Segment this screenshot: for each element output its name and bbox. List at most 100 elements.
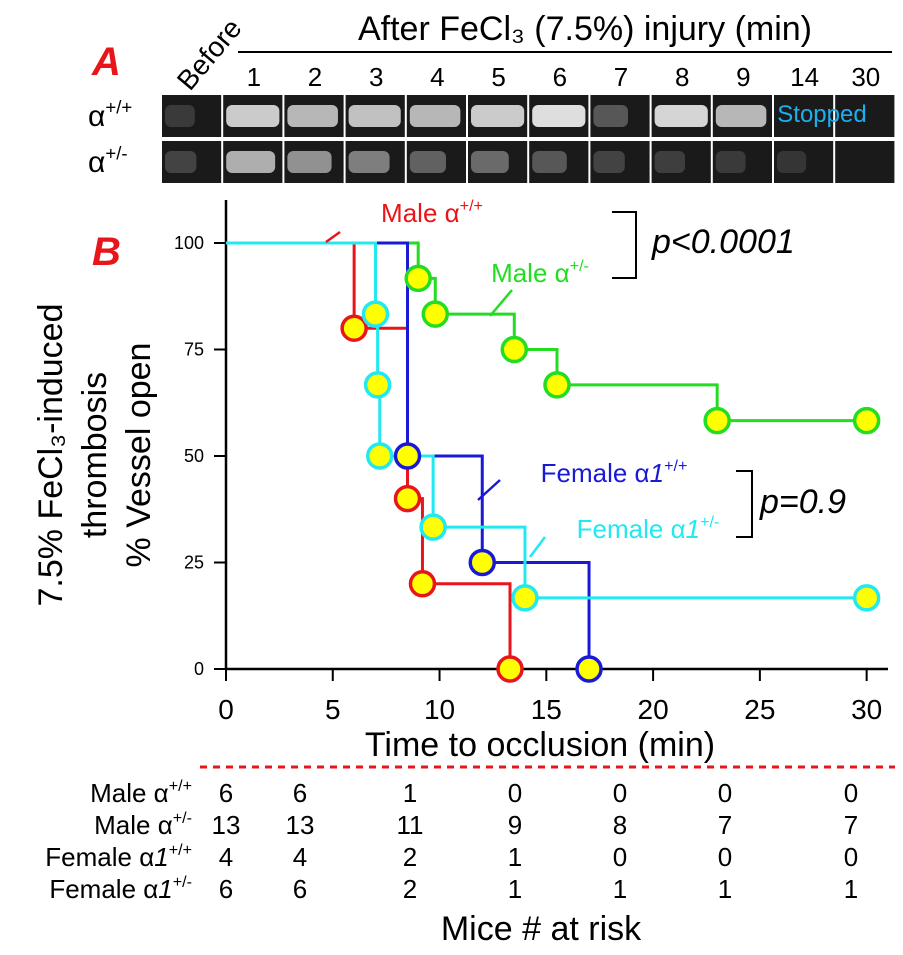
thrombus-signal xyxy=(471,151,509,173)
thrombus-signal xyxy=(654,151,686,173)
y-axis-title-line1: 7.5% FeCl₃-induced xyxy=(32,304,70,607)
time-label: 7 xyxy=(614,62,628,92)
risk-value: 1 xyxy=(403,778,417,808)
y-tick-label: 25 xyxy=(184,553,204,573)
risk-value: 1 xyxy=(613,874,627,904)
thrombus-signal xyxy=(471,105,525,127)
time-label: 1 xyxy=(247,62,261,92)
risk-value: 1 xyxy=(718,874,732,904)
data-point xyxy=(468,548,497,577)
data-point xyxy=(496,655,524,683)
series-label: Male α+/+ xyxy=(381,197,483,228)
series-label-leader xyxy=(325,230,341,244)
x-tick-label: 25 xyxy=(744,694,775,725)
risk-row-label: Male α+/- xyxy=(94,809,192,840)
data-point xyxy=(340,314,368,342)
data-point xyxy=(421,300,450,328)
before-label: Before xyxy=(171,13,248,96)
risk-value: 2 xyxy=(403,874,417,904)
y-axis-title-line2: thrombosis xyxy=(76,372,114,538)
y-tick-label: 50 xyxy=(184,446,204,466)
series-label-leader xyxy=(529,536,546,558)
risk-row-label: Female α1+/+ xyxy=(45,841,192,872)
pvalue-1: p<0.0001 xyxy=(651,223,795,261)
row-label: α+/- xyxy=(88,142,128,179)
data-point xyxy=(408,570,437,598)
risk-value: 6 xyxy=(293,778,307,808)
row-label: α+/+ xyxy=(88,96,132,133)
image-cell xyxy=(835,141,895,183)
time-label: 3 xyxy=(369,62,383,92)
thrombus-signal xyxy=(715,105,767,127)
x-tick-label: 30 xyxy=(851,694,882,725)
plot-axes: 0 25 50 75 100 0 5 10 15 20 25 30 xyxy=(174,200,888,725)
thrombus-signal xyxy=(165,105,195,127)
stopped-label: Stopped xyxy=(777,101,866,128)
pvalue-bracket-2 xyxy=(736,470,753,538)
x-axis-title: Time to occlusion (min) xyxy=(365,726,715,764)
panel-a-label: A xyxy=(91,40,121,84)
risk-value: 11 xyxy=(397,810,424,840)
risk-value: 7 xyxy=(844,810,858,840)
risk-value: 13 xyxy=(286,810,315,840)
risk-value: 8 xyxy=(613,810,627,840)
thrombus-signal xyxy=(593,105,628,127)
thrombus-signal xyxy=(532,151,567,173)
thrombus-signal xyxy=(226,105,280,127)
data-point xyxy=(852,406,881,435)
thrombus-signal xyxy=(348,151,390,173)
series-label-leader xyxy=(477,479,501,501)
data-point xyxy=(500,335,529,364)
data-point xyxy=(703,406,731,435)
image-cell xyxy=(835,95,895,137)
data-point xyxy=(363,371,392,399)
data-point xyxy=(419,513,447,541)
time-label: 30 xyxy=(851,62,880,92)
series-label-leader xyxy=(489,289,513,317)
data-point xyxy=(511,584,539,612)
risk-value: 0 xyxy=(844,842,858,872)
pvalue-bracket-1 xyxy=(612,211,637,279)
thrombus-signal xyxy=(165,151,197,173)
y-axis-title-line3: % Vessel open xyxy=(120,343,158,568)
series-lines xyxy=(226,241,867,669)
legend-labels: Male α+/+ Male α+/- Female α1+/+ Female α1+… xyxy=(325,197,720,558)
series-label: Female α1+/- xyxy=(577,513,720,544)
panel-a-header: After FeCl₃ (7.5%) injury (min) xyxy=(358,10,812,48)
data-point xyxy=(366,442,394,470)
risk-row-label: Male α+/+ xyxy=(90,777,192,808)
series-label: Female α1+/+ xyxy=(541,457,688,488)
y-axis-title: 7.5% FeCl₃-induced thrombosis % Vessel o… xyxy=(32,304,158,607)
time-label: 4 xyxy=(430,62,444,92)
data-point xyxy=(852,584,881,612)
y-tick-label: 100 xyxy=(174,233,204,253)
time-label: 9 xyxy=(736,62,750,92)
thrombus-signal xyxy=(409,105,461,127)
risk-table-title: Mice # at risk xyxy=(441,910,642,948)
risk-value: 7 xyxy=(718,810,732,840)
y-tick-label: 75 xyxy=(184,340,204,360)
series-line xyxy=(226,241,591,669)
x-tick-label: 5 xyxy=(325,694,341,725)
thrombus-signal xyxy=(777,151,807,173)
risk-value: 1 xyxy=(844,874,858,904)
y-tick-label: 0 xyxy=(194,659,204,679)
panel-b-label: B xyxy=(92,230,121,274)
risk-value: 2 xyxy=(403,842,417,872)
time-labels: 1 2 3 4 5 6 7 8 9 14 30 xyxy=(247,62,881,92)
risk-value: 6 xyxy=(219,778,233,808)
risk-value: 0 xyxy=(718,778,732,808)
x-tick-label: 0 xyxy=(218,694,234,725)
data-point xyxy=(543,371,571,399)
risk-value: 1 xyxy=(508,874,522,904)
data-point xyxy=(361,300,390,328)
risk-value: 0 xyxy=(613,842,627,872)
x-tick-label: 15 xyxy=(531,694,562,725)
data-point xyxy=(575,655,603,683)
image-strips: α+/+ α+/- xyxy=(88,95,895,183)
thrombus-signal xyxy=(348,105,401,127)
risk-value: 0 xyxy=(718,842,732,872)
series-label: Male α+/- xyxy=(491,257,589,288)
